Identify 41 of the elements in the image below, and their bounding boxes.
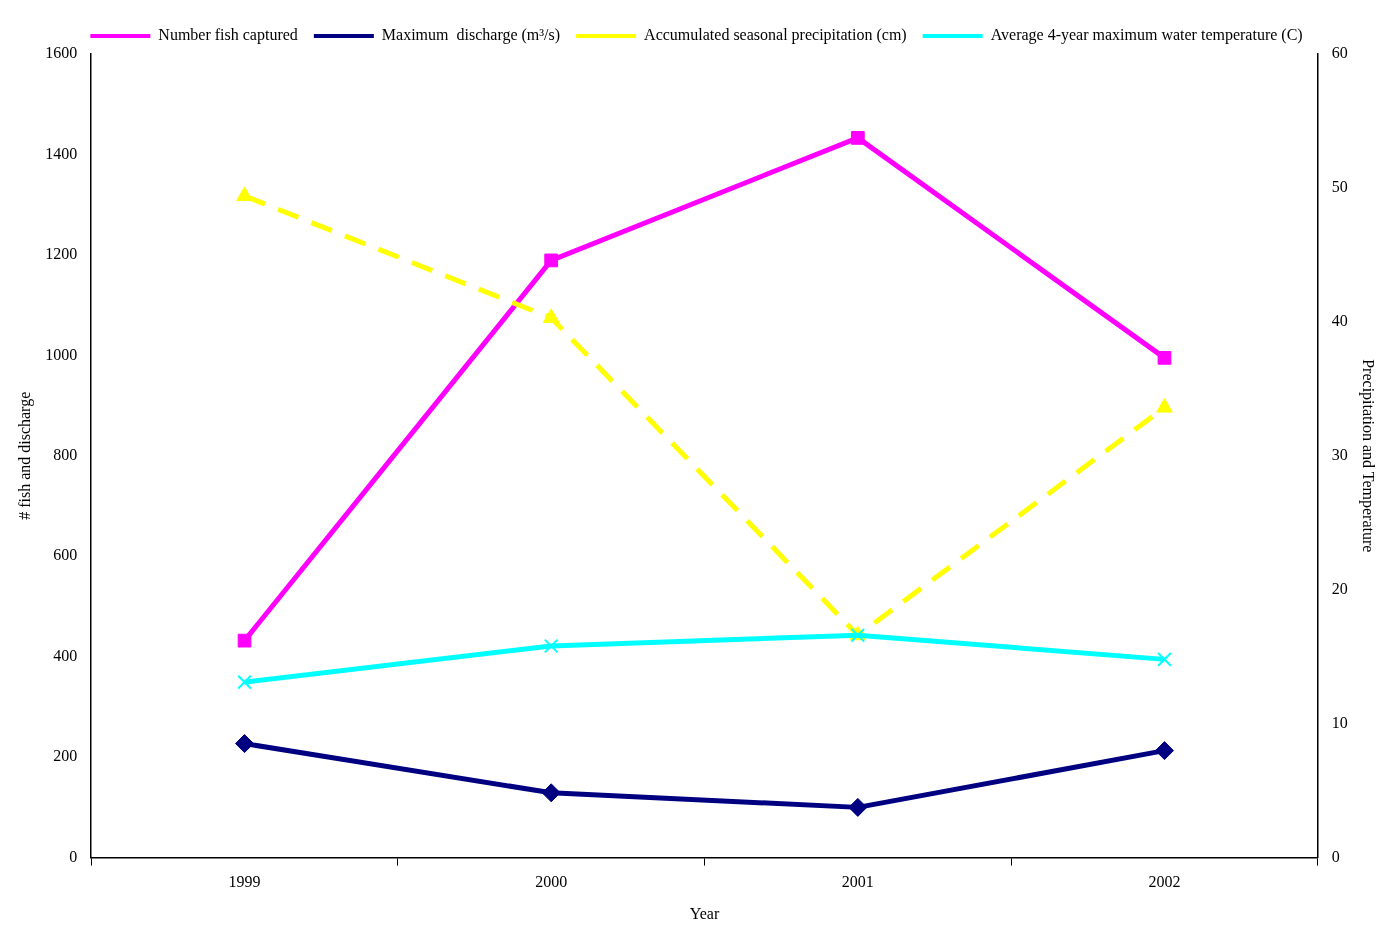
y-tick-label: 0 bbox=[69, 847, 78, 865]
y2-tick-label: 40 bbox=[1331, 312, 1348, 330]
point bbox=[1157, 351, 1172, 365]
y2-axis-title: Precipitation and Temperature bbox=[1359, 359, 1378, 553]
y-tick-label: 600 bbox=[53, 546, 78, 564]
y2-tick-label: 20 bbox=[1331, 579, 1348, 597]
y2-tick-label: 60 bbox=[1331, 44, 1348, 62]
point bbox=[541, 783, 561, 803]
y-tick-label: 1000 bbox=[45, 345, 78, 363]
point bbox=[1157, 652, 1172, 667]
point bbox=[544, 253, 559, 268]
x-tick-label: 2002 bbox=[1148, 873, 1181, 891]
legend-label: Maximum discharge (m³/s) bbox=[381, 26, 561, 45]
point bbox=[542, 308, 560, 323]
point bbox=[236, 186, 253, 201]
y-axis-title: # fish and discharge bbox=[15, 391, 34, 520]
point bbox=[850, 131, 865, 145]
x-tick-label: 2001 bbox=[841, 873, 874, 891]
legend-label: Number fish captured bbox=[158, 26, 298, 45]
point bbox=[237, 633, 252, 648]
x-tick-label: 2000 bbox=[535, 873, 568, 891]
point bbox=[1156, 398, 1173, 413]
y-tick-label: 1600 bbox=[45, 44, 78, 62]
y-tick-label: 400 bbox=[53, 646, 78, 664]
x-tick-label: 1999 bbox=[228, 873, 261, 891]
point bbox=[1154, 741, 1174, 761]
point bbox=[237, 674, 252, 690]
point bbox=[543, 638, 559, 654]
y2-tick-label: 0 bbox=[1331, 847, 1340, 865]
point bbox=[235, 734, 255, 754]
y2-tick-label: 10 bbox=[1331, 713, 1348, 731]
legend-label: Accumulated seasonal precipitation (cm) bbox=[644, 26, 907, 45]
y-tick-label: 800 bbox=[53, 446, 78, 463]
y2-tick-label: 50 bbox=[1331, 178, 1348, 196]
y-tick-label: 1200 bbox=[45, 245, 78, 263]
legend-label: Average 4-year maximum water temperature (C) bbox=[990, 26, 1303, 45]
y-tick-label: 1400 bbox=[45, 144, 78, 162]
y-tick-label: 200 bbox=[53, 747, 78, 765]
x-axis-title: Year bbox=[689, 904, 720, 922]
y2-tick-label: 30 bbox=[1331, 446, 1348, 463]
point bbox=[848, 797, 868, 817]
